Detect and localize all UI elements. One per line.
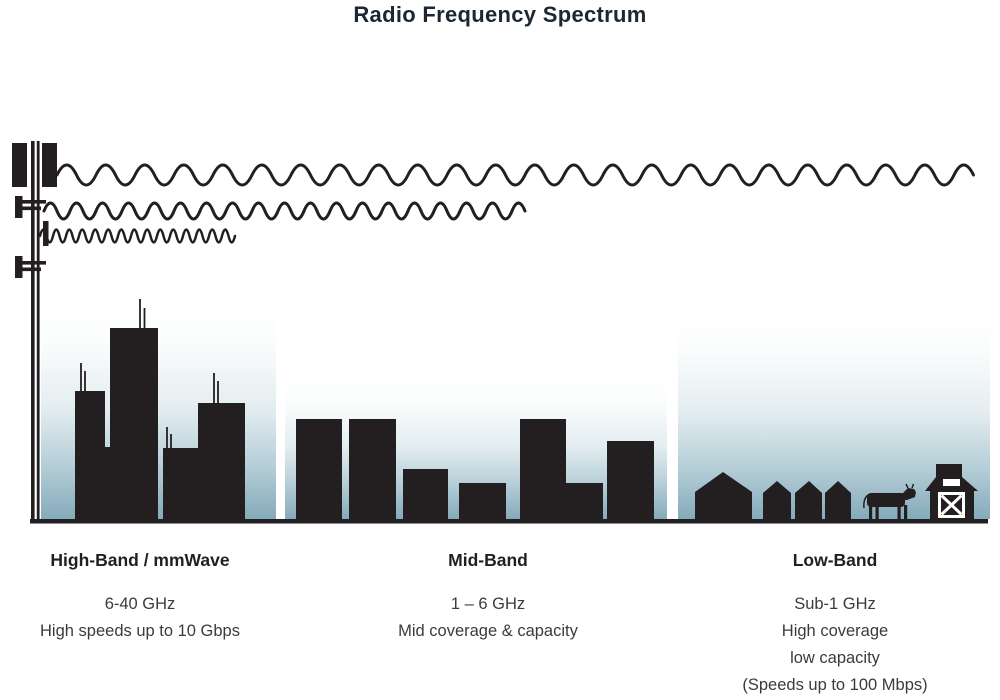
antenna-panel <box>15 196 23 218</box>
skyscraper <box>75 391 105 520</box>
antenna-panel <box>15 256 23 278</box>
low-band-wave <box>55 163 975 187</box>
low-band-scene <box>695 464 978 520</box>
band-details: Sub-1 GHz High coverage low capacity (Sp… <box>715 591 955 699</box>
band-heading: Mid-Band <box>448 550 528 570</box>
band-detail-line: 1 – 6 GHz <box>450 595 526 613</box>
band-detail-line: (Speeds up to 100 Mbps) <box>742 676 928 694</box>
band-detail-line: High coverage <box>781 622 889 640</box>
tower-crossbar <box>16 206 41 211</box>
band-detail-line: Sub-1 GHz <box>794 595 876 613</box>
building <box>296 419 342 519</box>
page-title: Radio Frequency Spectrum <box>353 2 647 27</box>
antenna-panel <box>42 143 57 187</box>
skyscraper <box>110 328 158 520</box>
building <box>520 419 603 519</box>
band-label-high: High-Band / mmWave 6-40 GHz High speeds … <box>10 549 270 645</box>
skyscraper <box>103 447 112 520</box>
barn-icon <box>925 464 978 520</box>
building <box>403 469 448 519</box>
band-heading: High-Band / mmWave <box>50 550 230 570</box>
mid-band-skyline <box>296 419 654 519</box>
antenna-panel <box>12 143 27 187</box>
house-icon <box>695 472 752 519</box>
band-detail-line: 6-40 GHz <box>104 595 176 613</box>
waves-layer <box>38 163 975 244</box>
band-heading: Low-Band <box>792 550 878 570</box>
tower-crossbar <box>16 200 46 204</box>
band-details: 1 – 6 GHz Mid coverage & capacity <box>368 591 608 645</box>
mid-band-wave <box>42 201 527 221</box>
house-icon <box>825 481 851 519</box>
building <box>459 483 506 519</box>
house-icon <box>795 481 822 519</box>
band-detail-line: Mid coverage & capacity <box>398 622 578 640</box>
tower-mast <box>31 141 35 522</box>
rooftop-antennas <box>80 299 219 449</box>
band-label-mid: Mid-Band 1 – 6 GHz Mid coverage & capaci… <box>368 549 608 645</box>
band-detail-line: High speeds up to 10 Gbps <box>40 622 240 640</box>
high-band-wave <box>38 228 237 244</box>
ground-line <box>30 519 988 524</box>
cow-icon <box>863 483 916 519</box>
band-detail-line: low capacity <box>790 649 880 667</box>
band-label-low: Low-Band Sub-1 GHz High coverage low cap… <box>715 549 955 699</box>
band-details: 6-40 GHz High speeds up to 10 Gbps <box>10 591 270 645</box>
skyscraper <box>198 403 245 520</box>
building <box>607 441 654 519</box>
high-band-skyline <box>75 299 245 520</box>
cell-tower-icon <box>12 141 57 522</box>
skyscraper <box>163 448 198 520</box>
tower-mast <box>36 141 40 522</box>
tower-crossbar <box>16 267 41 272</box>
tower-crossbar <box>16 261 46 265</box>
house-icon <box>763 481 791 519</box>
building <box>349 419 396 519</box>
